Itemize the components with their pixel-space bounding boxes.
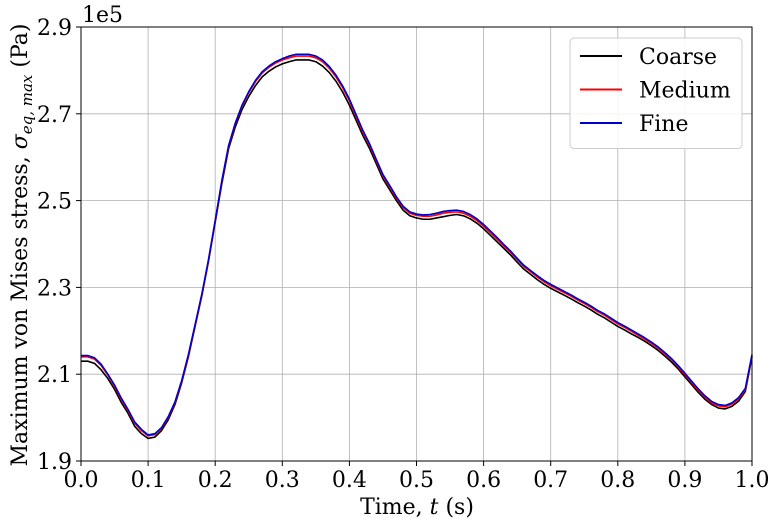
y-axis-label-subscript: eq, max [18, 74, 36, 134]
y-axis-ticks: 1.9 2.1 2.3 2.5 2.7 2.9 [37, 16, 81, 475]
x-tick-label: 0.8 [600, 468, 635, 493]
y-tick-label: 2.7 [37, 103, 72, 128]
x-tick-label: 0.2 [198, 468, 233, 493]
x-tick-label: 0.0 [64, 468, 99, 493]
y-axis-label-prefix: Maximum von Mises stress, [8, 149, 33, 466]
y-tick-label: 1.9 [37, 450, 72, 475]
x-tick-label: 0.1 [131, 468, 166, 493]
legend-label-coarse: Coarse [639, 45, 717, 70]
x-tick-label: 0.5 [399, 468, 434, 493]
x-tick-label: 0.9 [667, 468, 702, 493]
y-offset-label: 1e5 [82, 3, 123, 28]
series-lines [81, 53, 753, 440]
x-tick-label: 0.7 [533, 468, 568, 493]
x-axis-label-suffix: (s) [438, 495, 473, 520]
y-tick-label: 2.5 [37, 190, 72, 215]
x-tick-label: 0.6 [466, 468, 501, 493]
x-axis-ticks: 0.0 0.1 0.2 0.3 0.4 0.5 0.6 0.7 0.8 0.9 1.0 [64, 461, 770, 493]
x-axis-label: Time, t (s) [360, 495, 474, 520]
y-tick-label: 2.9 [37, 16, 72, 41]
x-tick-label: 0.3 [265, 468, 300, 493]
y-axis-label-sigma: σ [8, 133, 33, 149]
series-line-fine [81, 53, 753, 436]
y-axis-label-suffix: (Pa) [8, 24, 33, 75]
y-axis-label: Maximum von Mises stress, σeq, max (Pa) [8, 24, 36, 467]
x-axis-label-var: t [430, 495, 439, 520]
x-tick-label: 0.4 [332, 468, 367, 493]
legend: Coarse Medium Fine [569, 37, 743, 149]
y-tick-label: 2.3 [37, 276, 72, 301]
legend-label-fine: Fine [639, 112, 689, 137]
legend-label-medium: Medium [639, 79, 731, 104]
x-tick-label: 1.0 [735, 468, 770, 493]
legend-box [569, 37, 743, 149]
x-axis-label-prefix: Time, [360, 495, 430, 520]
y-tick-label: 2.1 [37, 363, 72, 388]
